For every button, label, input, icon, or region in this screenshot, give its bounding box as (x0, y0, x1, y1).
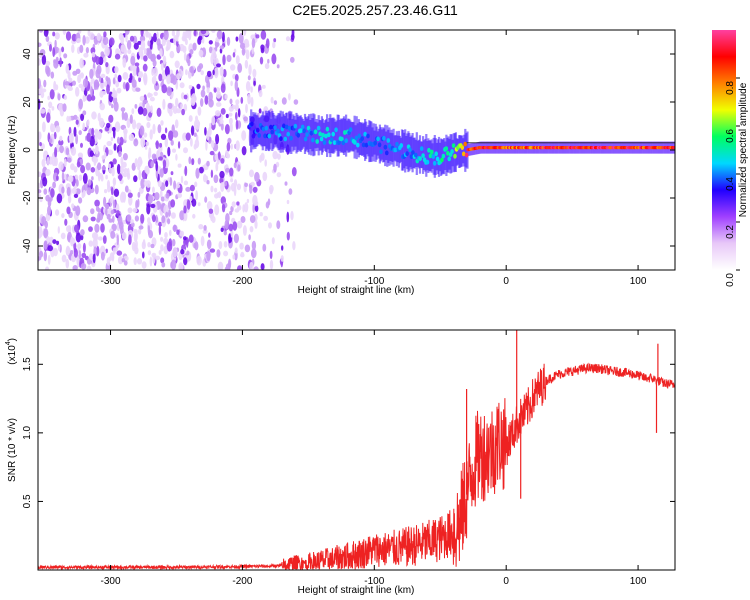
snr-x-axis: -300 -200 -100 0 100 (101, 330, 647, 587)
spectrogram-x-tick-label: 100 (630, 276, 647, 287)
snr-x-tick-label: -100 (364, 576, 384, 587)
snr-scale-prefix: (x10 (7, 345, 18, 365)
snr-x-tick-label: 100 (630, 576, 647, 587)
snr-x-axis-label: Height of straight line (km) (298, 585, 415, 596)
colorbar-tick-label: 0.6 (725, 129, 736, 143)
svg-text:(x104): (x104) (5, 338, 18, 365)
snr-scale-factor: (x104) (5, 338, 18, 365)
colorbar-gradient (712, 30, 736, 270)
snr-y-axis-label: SNR (10 * v/v) (7, 418, 18, 482)
snr-x-tick-label: -300 (101, 576, 121, 587)
snr-series (38, 330, 675, 570)
spectrogram-x-axis-label: Height of straight line (km) (298, 285, 415, 296)
spectrogram-y-axis-label: Frequency (Hz) (7, 116, 18, 185)
colorbar-tick-label: 0.8 (725, 81, 736, 95)
colorbar-ticks: 0.0 0.2 0.4 0.6 0.8 (725, 77, 740, 287)
snr-y-tick-label: 1.0 (22, 425, 33, 439)
spectrogram-y-tick-label: 20 (22, 96, 33, 108)
colorbar-label: Normalized spectral amplitude (738, 82, 749, 217)
snr-panel: -300 -200 -100 0 100 0.5 1.0 1.5 Height of str… (5, 329, 676, 596)
chart-title: C2E5.2025.257.23.46.G11 (292, 2, 458, 18)
signal-trace (247, 109, 675, 178)
snr-line (38, 362, 675, 570)
noise-region (38, 30, 299, 270)
spectrogram-y-tick-label: 0 (22, 147, 33, 153)
spectrogram-y-tick-label: 40 (22, 48, 33, 60)
colorbar-tick-label: 0.0 (725, 273, 736, 287)
snr-scale-exponent: 4 (5, 341, 12, 345)
snr-frame (37, 329, 676, 571)
snr-scale-suffix: ) (7, 338, 18, 341)
spectrogram-x-tick-label: -200 (232, 276, 252, 287)
spectrogram-y-tick-label: -40 (22, 238, 33, 253)
spectrogram-x-tick-label: -100 (364, 276, 384, 287)
colorbar-tick-label: 0.4 (725, 177, 736, 191)
snr-y-tick-label: 0.5 (22, 494, 33, 508)
snr-x-tick-label: 0 (503, 576, 509, 587)
snr-x-tick-label: -200 (232, 576, 252, 587)
spectrogram-image (38, 30, 675, 270)
spectrogram-x-tick-label: -300 (101, 276, 121, 287)
colorbar: 0.0 0.2 0.4 0.6 0.8 Normalized spectral ampl… (712, 30, 749, 287)
spectrogram-y-axis: -40 -20 0 20 40 (22, 48, 675, 253)
spectrogram-x-axis: -300 -200 -100 0 100 (101, 30, 647, 287)
spectrogram-y-tick-label: -20 (22, 190, 33, 205)
spectrogram-x-tick-label: 0 (503, 276, 509, 287)
snr-y-tick-label: 1.5 (22, 357, 33, 371)
snr-y-axis: 0.5 1.0 1.5 (22, 357, 675, 508)
colorbar-tick-label: 0.2 (725, 225, 736, 239)
